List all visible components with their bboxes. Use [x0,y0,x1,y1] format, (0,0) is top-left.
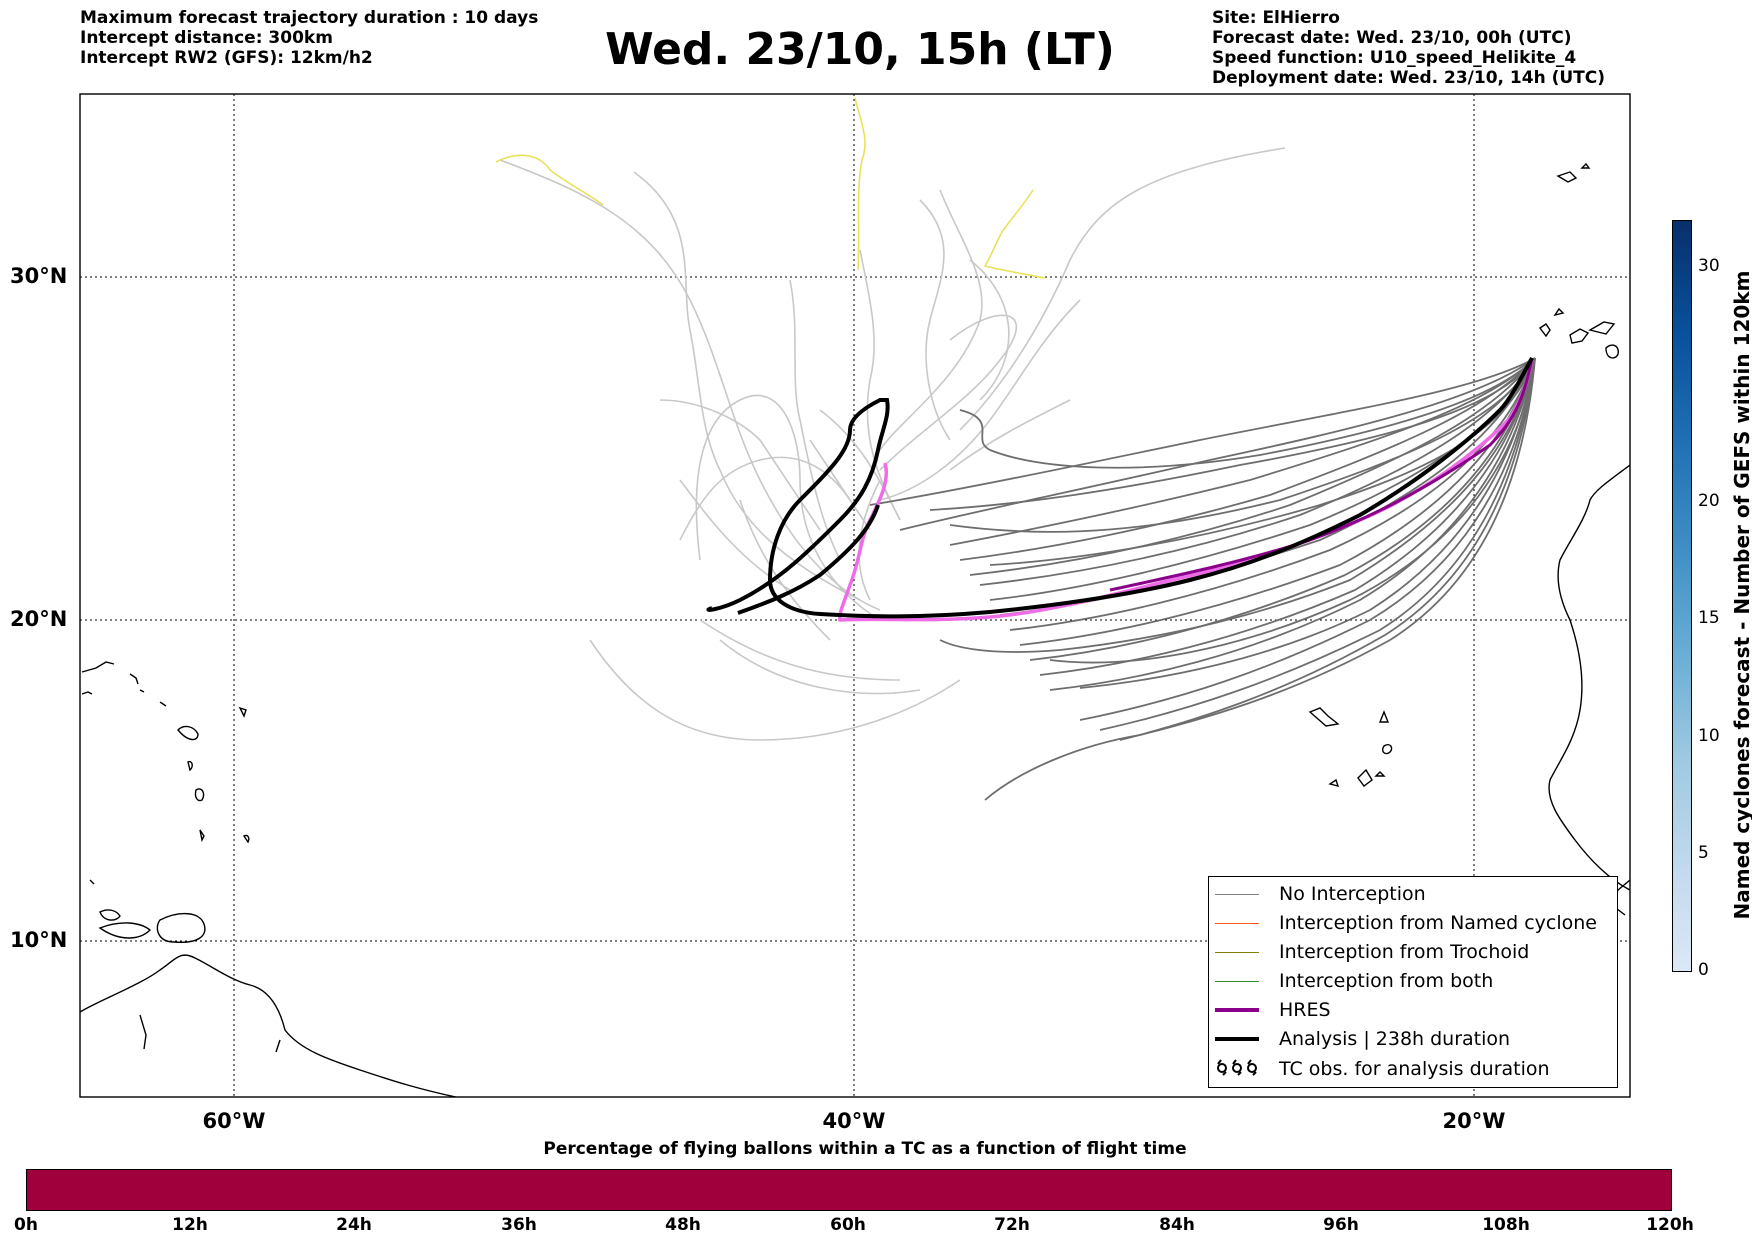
header-right-info: Site: ElHierro Forecast date: Wed. 23/10… [1212,8,1605,88]
flight-tick-60h: 60h [830,1215,866,1235]
legend-swatch [1215,1037,1259,1041]
light-trajectories [499,147,1286,741]
flight-tick-48h: 48h [665,1215,701,1235]
info-line-deployment-date: Deployment date: Wed. 23/10, 14h (UTC) [1212,68,1606,88]
colorbar-tick-5: 5 [1698,843,1709,863]
map-frame [79,93,1631,1098]
legend-label: Analysis | 238h duration [1279,1028,1511,1050]
colorbar-label: Named cyclones forecast - Number of GEFS… [1730,270,1752,920]
colorbar-tick-15: 15 [1698,608,1720,628]
flight-tick-12h: 12h [172,1215,208,1235]
flight-tick-120h: 120h [1646,1215,1694,1235]
hres-track [837,357,1534,622]
colorbar [1672,220,1692,972]
yellow-trajectories [495,97,1046,279]
flight-tick-96h: 96h [1323,1215,1359,1235]
info-line-distance: Intercept distance: 300km [80,28,333,48]
flight-tick-108h: 108h [1482,1215,1530,1235]
cyclone-symbol-icon [1215,1058,1259,1080]
analysis-track [706,357,1534,619]
lat-label-20n: 20°N [10,607,68,631]
info-line-forecast-date: Forecast date: Wed. 23/10, 00h (UTC) [1212,28,1572,48]
legend: No Interception Interception from Named … [1208,876,1618,1088]
legend-item-named-cyclone: Interception from Named cyclone [1215,910,1597,936]
legend-item-trochoid: Interception from Trochoid [1215,939,1529,965]
legend-swatch [1215,893,1259,895]
info-line-speed-function: Speed function: U10_speed_Helikite_4 [1212,48,1577,68]
colorbar-tick-10: 10 [1698,726,1720,746]
colorbar-tick-0: 0 [1698,960,1709,980]
flight-tick-72h: 72h [994,1215,1030,1235]
info-line-site: Site: ElHierro [1212,8,1340,28]
legend-label: Interception from both [1279,970,1494,992]
flight-tick-24h: 24h [336,1215,372,1235]
header-left-info: Maximum forecast trajectory duration : 1… [80,8,538,68]
lon-label-40w: 40°W [822,1109,886,1133]
lon-label-60w: 60°W [202,1109,266,1133]
colorbar-tick-20: 20 [1698,491,1720,511]
legend-label: No Interception [1279,883,1426,905]
legend-label: Interception from Trochoid [1279,941,1530,963]
page-title: Wed. 23/10, 15h (LT) [605,24,1115,75]
flight-tick-84h: 84h [1159,1215,1195,1235]
coastlines [80,162,1630,1097]
legend-item-analysis: Analysis | 238h duration [1215,1026,1510,1052]
flight-bar [26,1169,1672,1211]
legend-label: TC obs. for analysis duration [1279,1058,1550,1080]
legend-item-hres: HRES [1215,997,1331,1023]
legend-label: Interception from Named cyclone [1279,912,1597,934]
legend-label: HRES [1279,999,1331,1021]
info-line-intercept: Intercept RW2 (GFS): 12km/h2 [80,48,373,68]
no-interception-trajectories [869,357,1536,801]
lat-label-10n: 10°N [10,928,68,952]
legend-swatch [1215,1008,1259,1012]
lat-label-30n: 30°N [10,264,68,288]
colorbar-tick-30: 30 [1698,256,1720,276]
hres-track-dark [1109,357,1534,592]
legend-swatch [1215,922,1259,924]
flight-bar-title: Percentage of flying ballons within a TC… [543,1139,1187,1159]
legend-swatch [1215,951,1259,953]
legend-swatch [1215,980,1259,982]
lon-label-20w: 20°W [1442,1109,1506,1133]
legend-item-no-interception: No Interception [1215,881,1426,907]
legend-item-both: Interception from both [1215,968,1493,994]
info-line-duration: Maximum forecast trajectory duration : 1… [80,8,539,28]
legend-item-tc-obs: TC obs. for analysis duration [1215,1056,1550,1082]
flight-tick-0h: 0h [14,1215,38,1235]
flight-tick-36h: 36h [501,1215,537,1235]
analysis-tail [737,504,880,615]
